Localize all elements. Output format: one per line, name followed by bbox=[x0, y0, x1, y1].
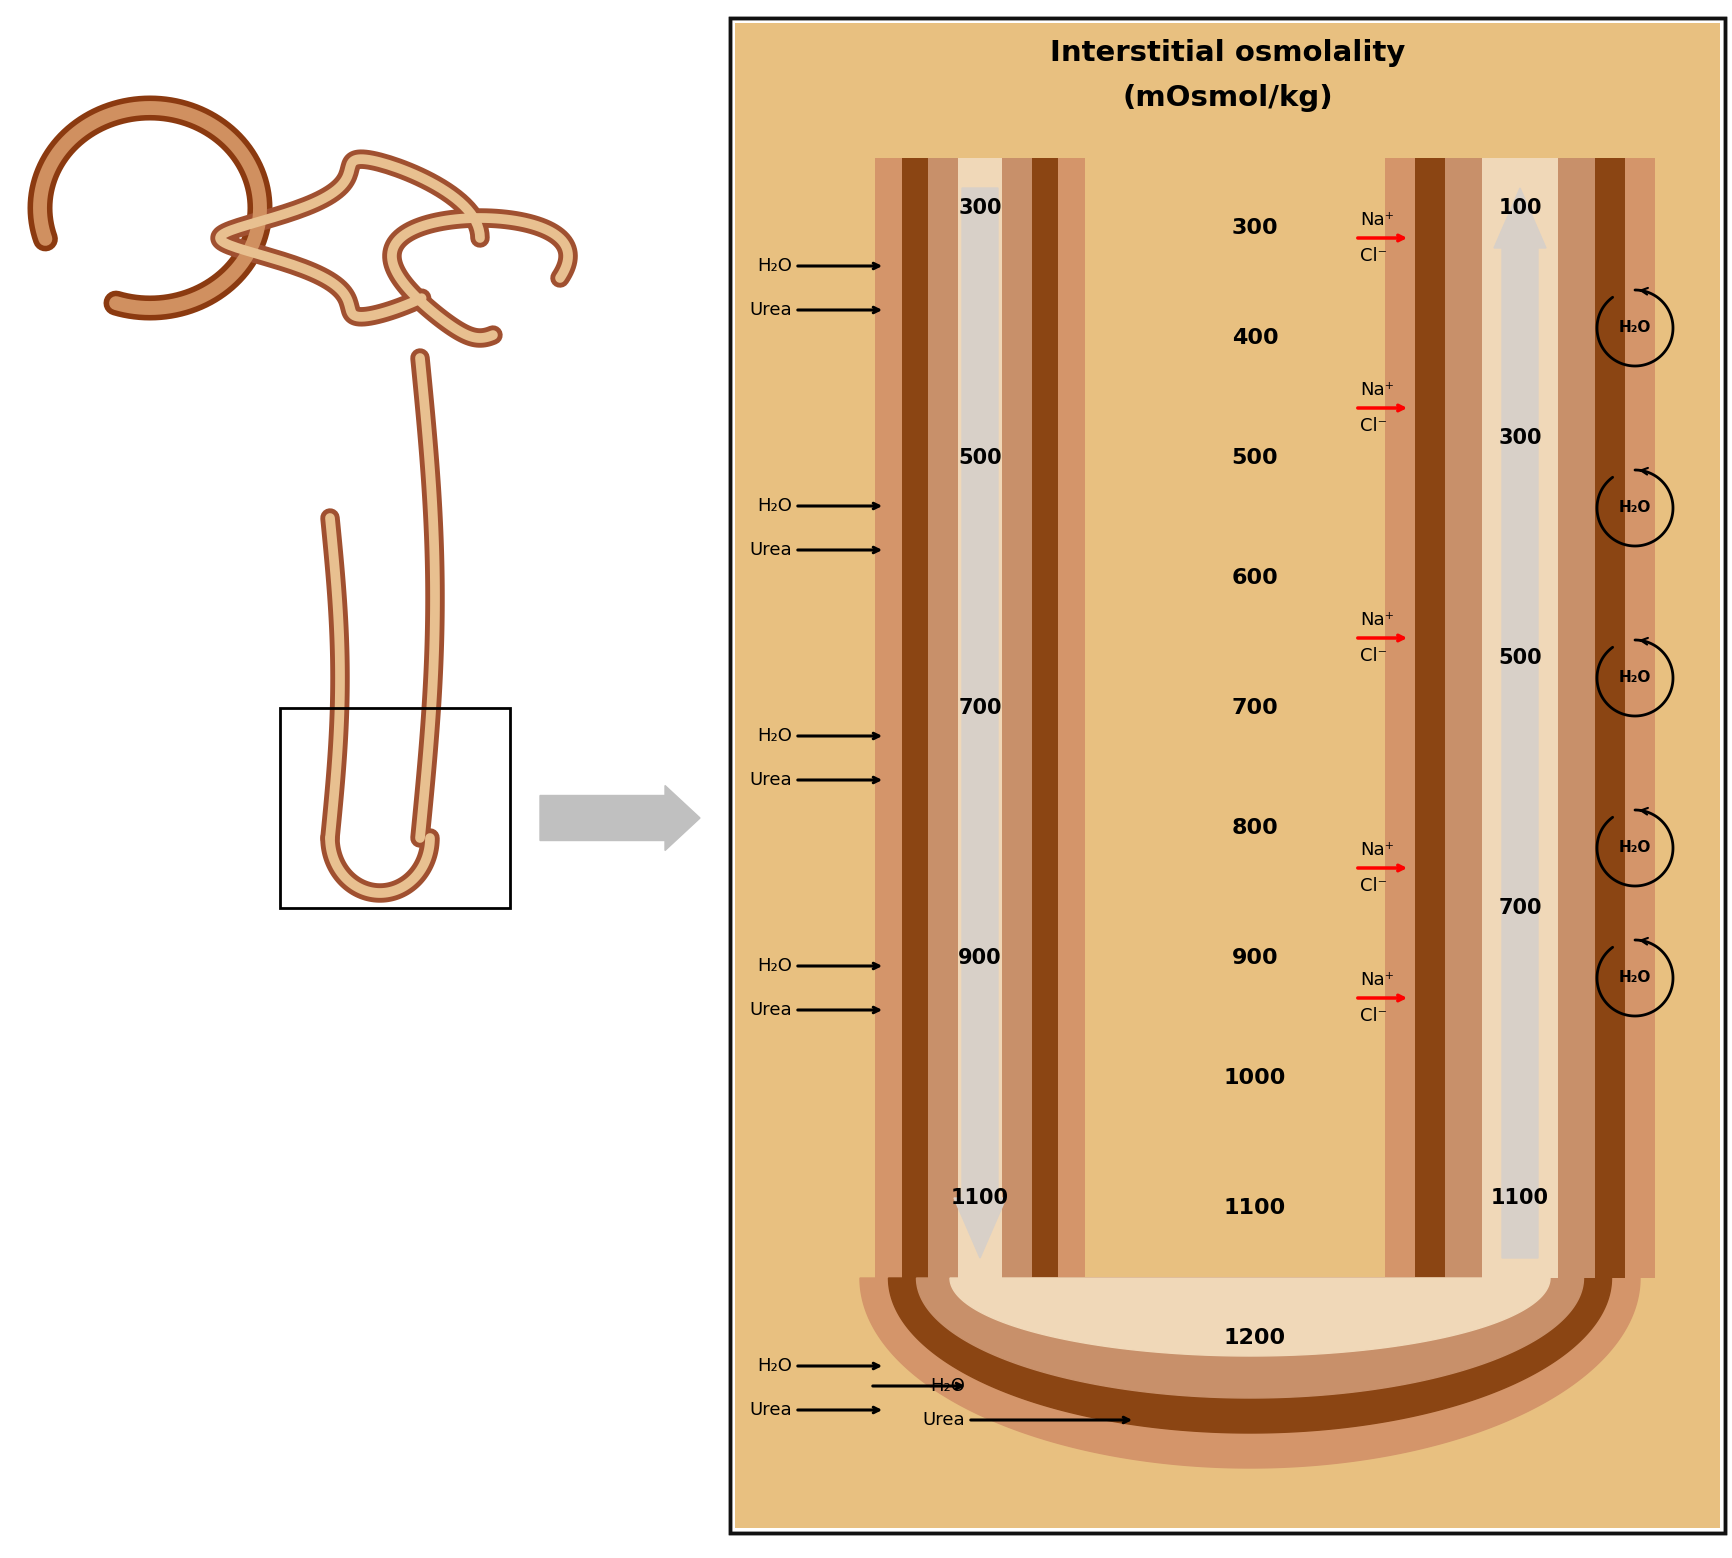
Text: Cl⁻: Cl⁻ bbox=[1360, 418, 1386, 435]
Text: Urea: Urea bbox=[748, 301, 792, 319]
Text: 800: 800 bbox=[1231, 818, 1278, 838]
Text: H₂O: H₂O bbox=[1618, 670, 1651, 686]
Text: 1100: 1100 bbox=[1490, 1189, 1548, 1207]
Bar bbox=[927, 157, 1031, 1278]
Text: Cl⁻: Cl⁻ bbox=[1360, 248, 1386, 265]
Text: 500: 500 bbox=[1498, 648, 1541, 668]
Text: H₂O: H₂O bbox=[757, 497, 792, 516]
Polygon shape bbox=[949, 1278, 1548, 1355]
Bar bbox=[281, 707, 509, 908]
Bar bbox=[1384, 157, 1654, 1278]
Bar bbox=[1444, 157, 1593, 1278]
Text: 400: 400 bbox=[1231, 329, 1278, 347]
Text: 300: 300 bbox=[1231, 218, 1278, 238]
Text: H₂O: H₂O bbox=[1618, 321, 1651, 335]
Text: Urea: Urea bbox=[748, 1000, 792, 1019]
Polygon shape bbox=[889, 1278, 1611, 1433]
Bar bbox=[1481, 157, 1557, 1278]
Text: H₂O: H₂O bbox=[757, 257, 792, 276]
Text: 700: 700 bbox=[1231, 698, 1278, 718]
Bar bbox=[729, 19, 1723, 1533]
Bar bbox=[1415, 157, 1625, 1278]
Text: 500: 500 bbox=[958, 449, 1001, 467]
Text: Na⁺: Na⁺ bbox=[1360, 382, 1393, 399]
Text: Na⁺: Na⁺ bbox=[1360, 210, 1393, 229]
Text: Na⁺: Na⁺ bbox=[1360, 971, 1393, 989]
Text: H₂O: H₂O bbox=[757, 957, 792, 975]
Text: H₂O: H₂O bbox=[757, 728, 792, 745]
FancyArrow shape bbox=[953, 189, 1005, 1257]
Text: Cl⁻: Cl⁻ bbox=[1360, 1006, 1386, 1025]
Text: 900: 900 bbox=[1231, 947, 1278, 968]
Polygon shape bbox=[859, 1278, 1638, 1468]
Text: 600: 600 bbox=[1231, 569, 1278, 587]
Bar bbox=[729, 19, 1723, 1533]
Text: 1000: 1000 bbox=[1223, 1067, 1285, 1087]
Text: Urea: Urea bbox=[748, 541, 792, 559]
Text: 700: 700 bbox=[958, 698, 1001, 718]
Bar bbox=[901, 157, 1058, 1278]
Text: H₂O: H₂O bbox=[1618, 840, 1651, 855]
Text: 1100: 1100 bbox=[1223, 1198, 1285, 1218]
Text: 300: 300 bbox=[958, 198, 1001, 218]
Text: H₂O: H₂O bbox=[930, 1377, 965, 1394]
Text: 700: 700 bbox=[1498, 897, 1541, 918]
Polygon shape bbox=[916, 1278, 1583, 1398]
Text: 100: 100 bbox=[1498, 198, 1541, 218]
FancyArrow shape bbox=[540, 785, 700, 851]
Text: Na⁺: Na⁺ bbox=[1360, 611, 1393, 629]
Text: Cl⁻: Cl⁻ bbox=[1360, 647, 1386, 665]
Text: 300: 300 bbox=[1498, 428, 1541, 449]
Text: (mOsmol/kg): (mOsmol/kg) bbox=[1122, 84, 1332, 112]
Bar bbox=[875, 157, 1084, 1278]
Text: 500: 500 bbox=[1231, 449, 1278, 467]
Text: Urea: Urea bbox=[748, 1401, 792, 1419]
Text: 900: 900 bbox=[958, 947, 1001, 968]
Text: H₂O: H₂O bbox=[1618, 971, 1651, 986]
Bar bbox=[734, 23, 1718, 1528]
Text: Cl⁻: Cl⁻ bbox=[1360, 877, 1386, 894]
Text: 1200: 1200 bbox=[1223, 1327, 1285, 1348]
FancyArrow shape bbox=[1493, 189, 1545, 1257]
Text: 1100: 1100 bbox=[951, 1189, 1008, 1207]
Text: Na⁺: Na⁺ bbox=[1360, 841, 1393, 858]
Text: Interstitial osmolality: Interstitial osmolality bbox=[1050, 39, 1405, 67]
Text: H₂O: H₂O bbox=[1618, 500, 1651, 516]
Text: H₂O: H₂O bbox=[757, 1357, 792, 1376]
Text: Urea: Urea bbox=[921, 1412, 965, 1429]
Bar bbox=[958, 157, 1001, 1278]
Text: Urea: Urea bbox=[748, 771, 792, 788]
